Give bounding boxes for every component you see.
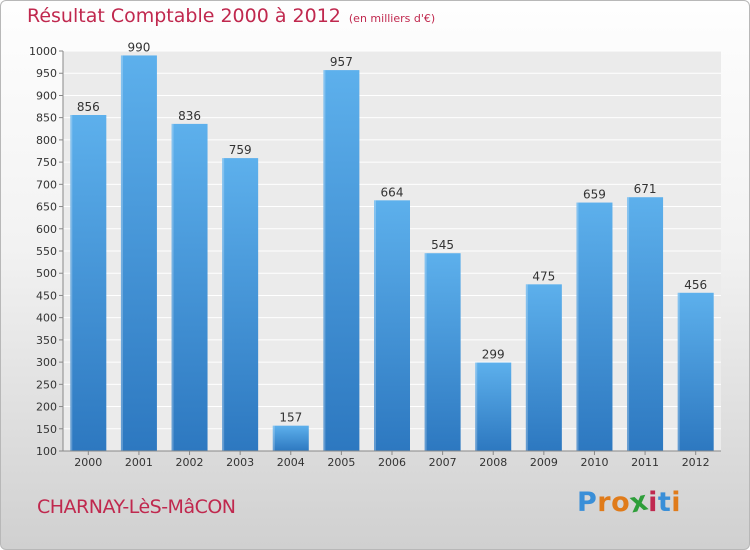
bar-highlight — [627, 197, 630, 451]
bar-2009 — [525, 284, 562, 451]
bar-highlight — [475, 362, 478, 451]
y-tick-label: 750 — [36, 156, 57, 169]
x-tick-label-2006: 2006 — [378, 456, 406, 469]
bar-2010 — [576, 202, 613, 451]
y-tick-label: 250 — [36, 378, 57, 391]
data-label-2007: 545 — [431, 238, 454, 252]
bar-2012 — [677, 292, 714, 451]
x-tick-label-2003: 2003 — [226, 456, 254, 469]
bar-2007 — [424, 253, 461, 451]
data-label-2006: 664 — [381, 185, 404, 199]
x-tick-label-2004: 2004 — [277, 456, 305, 469]
bar-highlight — [576, 202, 579, 451]
x-tick-label-2002: 2002 — [176, 456, 204, 469]
y-tick-label: 200 — [36, 401, 57, 414]
y-tick-label: 500 — [36, 267, 57, 280]
x-tick-label-2012: 2012 — [682, 456, 710, 469]
bar-highlight — [424, 253, 427, 451]
chart-unit: (en milliers d'€) — [348, 12, 436, 25]
data-label-2002: 836 — [178, 109, 201, 123]
bar-highlight — [222, 158, 225, 451]
bar-highlight — [374, 200, 376, 451]
y-tick-label: 450 — [36, 289, 57, 302]
logo-letter: t — [657, 487, 672, 518]
data-label-2000: 856 — [77, 100, 100, 114]
bar-2000 — [70, 115, 107, 451]
x-tick-label-2011: 2011 — [631, 456, 659, 469]
bar-2005 — [323, 70, 360, 451]
logo-letter: i — [671, 487, 682, 518]
x-tick-label-2007: 2007 — [429, 456, 457, 469]
bar-highlight — [171, 123, 174, 451]
data-label-2012: 456 — [684, 278, 707, 292]
data-label-2011: 671 — [634, 182, 657, 196]
y-axis-ticks: 100 150 200 250 300 350 400 450 500 550 600 650 700 7… — [29, 45, 64, 458]
data-label-2003: 759 — [229, 143, 252, 157]
y-tick-label: 100 — [36, 445, 57, 458]
bar-highlight — [525, 284, 528, 451]
data-label-2001: 990 — [127, 40, 150, 54]
bar-highlight — [120, 55, 123, 451]
y-tick-label: 900 — [36, 89, 57, 102]
y-tick-label: 800 — [36, 134, 57, 147]
logo-letter: P — [577, 487, 598, 518]
y-tick-label: 950 — [36, 67, 57, 80]
y-tick-label: 550 — [36, 245, 57, 258]
x-tick-label-2001: 2001 — [125, 456, 153, 469]
bar-2006 — [374, 200, 410, 451]
bar-2002 — [171, 123, 208, 451]
x-tick-label-2000: 2000 — [74, 456, 102, 469]
data-labels: 856 990 836 759 157 957 664 545 299 475 659 671 456 — [77, 40, 707, 424]
logo-letter: o — [611, 487, 631, 518]
x-axis-ticks: 2000 2001 2002 2003 2004 2005 2006 2007 2008 2009… — [63, 450, 721, 469]
y-tick-label: 150 — [36, 423, 57, 436]
x-tick-label-2010: 2010 — [580, 456, 608, 469]
y-tick-label: 650 — [36, 201, 57, 214]
y-tick-label: 700 — [36, 178, 57, 191]
x-tick-label-2005: 2005 — [327, 456, 355, 469]
bar-2004 — [272, 425, 309, 451]
bar-highlight — [677, 292, 680, 451]
y-tick-label: 300 — [36, 356, 57, 369]
data-label-2010: 659 — [583, 188, 606, 202]
logo-letter: r — [597, 487, 612, 518]
y-tick-label: 600 — [36, 223, 57, 236]
proxiti-logo: Proxiti — [577, 485, 682, 519]
chart-title-text: Résultat Comptable 2000 à 2012 — [27, 5, 341, 27]
bar-2001 — [120, 55, 157, 451]
data-label-2005: 957 — [330, 55, 353, 69]
bar-2003 — [222, 158, 259, 451]
bars — [70, 55, 714, 451]
chart-title: Résultat Comptable 2000 à 2012 (en millie… — [27, 5, 435, 27]
y-tick-label: 350 — [36, 334, 57, 347]
y-tick-label: 850 — [36, 112, 57, 125]
data-label-2008: 299 — [482, 348, 505, 362]
bar-highlight — [70, 115, 73, 451]
bar-2008 — [475, 362, 512, 451]
data-label-2004: 157 — [279, 411, 302, 425]
bar-highlight — [323, 70, 326, 451]
bar-highlight — [272, 425, 275, 451]
y-tick-label: 1000 — [29, 45, 57, 58]
commune-name: CHARNAY-LèS-MâCON — [37, 496, 236, 518]
bar-2011 — [627, 197, 664, 451]
logo-letter: i — [648, 487, 658, 518]
x-tick-label-2008: 2008 — [479, 456, 507, 469]
data-label-2009: 475 — [532, 269, 555, 283]
x-tick-label-2009: 2009 — [530, 456, 558, 469]
y-tick-label: 400 — [36, 312, 57, 325]
